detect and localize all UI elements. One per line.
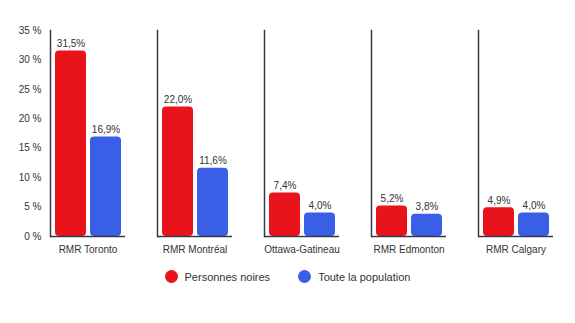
svg-text:0 %: 0 %: [24, 231, 41, 242]
svg-text:11,6%: 11,6%: [199, 155, 227, 166]
html-text:Personnes noires: Personnes noires: [184, 270, 271, 283]
svg-text:22,0%: 22,0%: [164, 94, 192, 105]
svg-text:RMR Edmonton: RMR Edmonton: [373, 244, 444, 255]
svg-text:30 %: 30 %: [19, 54, 42, 65]
svg-text:RMR Toronto: RMR Toronto: [59, 244, 118, 255]
svg-text:20 %: 20 %: [19, 113, 42, 124]
svg-text:16,9%: 16,9%: [92, 124, 120, 135]
svg-text:4,0%: 4,0%: [523, 200, 546, 211]
svg-text:4,0%: 4,0%: [309, 200, 332, 211]
svg-text:7,4%: 7,4%: [274, 180, 297, 191]
svg-text:10 %: 10 %: [19, 172, 42, 183]
svg-text:3,8%: 3,8%: [416, 201, 439, 212]
svg-text:4,9%: 4,9%: [488, 195, 511, 206]
svg-text:RMR Montréal: RMR Montréal: [163, 244, 227, 255]
svg-text:15 %: 15 %: [19, 142, 42, 153]
svg-text:5,2%: 5,2%: [381, 193, 404, 204]
svg-text:RMR Calgary: RMR Calgary: [486, 244, 546, 255]
svg-text:31,5%: 31,5%: [57, 38, 85, 49]
svg-text:25 %: 25 %: [19, 84, 42, 95]
html-text:Toute la population: Toute la population: [318, 270, 411, 283]
svg-text:35 %: 35 %: [19, 25, 42, 36]
svg-text:Ottawa-Gatineau: Ottawa-Gatineau: [264, 244, 340, 255]
svg-text:5 %: 5 %: [24, 201, 41, 212]
